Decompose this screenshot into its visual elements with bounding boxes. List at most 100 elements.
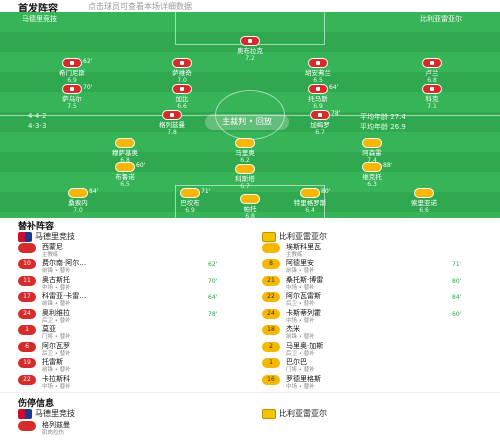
home-formation: 4-4-2	[28, 112, 47, 120]
substitution-minute: 64'	[329, 84, 339, 91]
player-name: 科斯塔	[235, 175, 255, 183]
player-name: 穆萨基奥	[112, 149, 138, 157]
away-team-tag: 比利亚雷亚尔	[420, 15, 462, 23]
player-marker[interactable]: 格列兹曼 7.8	[137, 110, 207, 136]
player-name: 奥布拉克	[237, 47, 263, 55]
player-name: 萨维奇	[172, 69, 192, 77]
player-name: 卢兰	[425, 69, 439, 77]
sub-row[interactable]: 24 奥利维拉 后卫 • 替补 78'	[18, 308, 243, 324]
player-marker[interactable]: 萨乌尔 7.5 70'	[37, 84, 107, 110]
subs-home-team: 马德里竞技	[18, 231, 75, 242]
sub-player-name: 阿尔瓦罗	[42, 341, 70, 350]
player-marker[interactable]: 穆萨基奥 6.8	[90, 138, 160, 164]
player-rating: 6.9	[67, 77, 77, 84]
player-rating: 7.2	[245, 55, 255, 62]
substitution-minute: 60'	[136, 162, 146, 169]
sub-row[interactable]: 17 科雷亚·卡雷… 前锋 • 替补 64'	[18, 291, 243, 307]
sub-number: 21	[262, 275, 280, 286]
sub-row[interactable]: 21 桑托斯·博雷 中场 • 替补 80'	[262, 275, 487, 291]
player-marker[interactable]: 萨维奇 7.0	[147, 58, 217, 84]
player-marker[interactable]: 加梅罗 6.7 78'	[285, 110, 355, 136]
away-note: 平均年龄 26.9	[360, 123, 406, 131]
sub-player-info: 中场 • 替补	[286, 317, 315, 324]
player-marker[interactable]: 胡安弗兰 6.5	[283, 58, 353, 84]
injury-icon	[18, 421, 36, 431]
coach-avatar	[18, 243, 36, 253]
jersey-icon	[162, 110, 182, 120]
atletico-logo-icon	[18, 231, 32, 242]
sub-row[interactable]: 16 罗德里格斯 中场 • 替补	[262, 374, 487, 390]
player-marker[interactable]: 桑索内 7.0 84'	[43, 188, 113, 214]
sub-player-name: 科雷亚·卡雷…	[42, 292, 87, 300]
jersey-icon	[172, 58, 192, 68]
jersey-icon	[362, 138, 382, 148]
player-marker[interactable]: 托马斯 6.9 64'	[283, 84, 353, 110]
sub-player-name: 桑托斯·博雷	[286, 275, 324, 284]
injuries-away-team: 比利亚雷亚尔	[262, 408, 327, 419]
jersey-icon	[310, 110, 330, 120]
sub-row[interactable]: 10 费尔南·阿尔… 前锋 • 替补 62'	[18, 258, 243, 274]
sub-row[interactable]: 22 阿尔瓦雷斯 后卫 • 替补 84'	[262, 291, 487, 307]
sub-row[interactable]: 11 奥古斯托 中场 • 替补 70'	[18, 275, 243, 291]
player-rating: 7.4	[367, 157, 377, 164]
sub-number: 22	[262, 292, 280, 302]
player-name: 胡安弗兰	[305, 69, 331, 77]
sub-row[interactable]: 8 阿德里安 前锋 • 替补 71'	[262, 258, 487, 274]
sub-row[interactable]: 1 巴尔巴 门将 • 替补	[262, 357, 487, 373]
player-name: 桑索内	[68, 199, 88, 207]
player-marker[interactable]: 马里奥 6.2	[210, 138, 280, 164]
away-formation: 4-3-3	[28, 122, 47, 130]
sub-row[interactable]: 19 托雷斯 前锋 • 替补	[18, 357, 243, 373]
sub-row[interactable]: 1 莫亚 门将 • 替补	[18, 324, 243, 340]
player-marker[interactable]: 卢兰 6.8	[397, 58, 467, 84]
injury-row[interactable]: 格列兹曼 肌肉拉伤	[18, 420, 243, 436]
sub-player-name: 马里奥·加斯	[286, 341, 324, 350]
sub-row[interactable]: 24 卡斯蒂列霍 中场 • 替补 60'	[262, 308, 487, 324]
injured-player-name: 格列兹曼	[42, 421, 70, 429]
player-marker[interactable]: 维克托 6.3 88'	[337, 162, 407, 188]
player-rating: 7.8	[167, 129, 177, 136]
coach-role: 主教练	[42, 252, 59, 258]
player-rating: 6.8	[245, 213, 255, 218]
player-marker[interactable]: 阿森霍 7.4	[337, 138, 407, 164]
player-marker[interactable]: 巴坎布 6.9 71'	[155, 188, 225, 214]
player-marker[interactable]: 布鲁诺 6.5 60'	[90, 162, 160, 188]
player-marker[interactable]: 奥布拉克 7.2	[215, 36, 285, 62]
sub-row[interactable]: 18 杰米 前锋 • 替补	[262, 324, 487, 340]
player-rating: 7.0	[73, 207, 83, 214]
lineup-header: 首发阵容 点击球员可查看本场详细数据	[0, 0, 500, 15]
player-marker[interactable]: 希门尼斯 6.9 62'	[37, 58, 107, 84]
sub-row[interactable]: 2 马里奥·加斯 后卫 • 替补	[262, 341, 487, 357]
home-coach-row[interactable]: 西蒙尼 主教练	[18, 242, 243, 258]
sub-player-info: 前锋 • 替补	[42, 268, 71, 274]
sub-number: 22	[18, 374, 36, 385]
sub-row[interactable]: 6 阿尔瓦罗 后卫 • 替补	[18, 341, 243, 357]
coach-name: 埃斯科里瓦	[286, 243, 321, 251]
jersey-icon	[235, 138, 255, 148]
player-rating: 6.7	[240, 183, 250, 190]
substitution-minute: 80'	[321, 188, 331, 195]
player-marker[interactable]: 帕托 6.8	[215, 194, 285, 218]
sub-minute: 64'	[208, 294, 218, 301]
player-marker[interactable]: 科斯塔 6.7	[210, 164, 280, 190]
referee-badge[interactable]: 主裁判 • 回放	[205, 114, 289, 130]
player-marker[interactable]: 科克 7.1	[397, 84, 467, 110]
player-marker[interactable]: 加比 6.6	[147, 84, 217, 110]
player-rating: 6.9	[185, 207, 195, 214]
player-marker[interactable]: 索里亚诺 6.6	[389, 188, 459, 214]
jersey-icon	[300, 188, 320, 198]
sub-row[interactable]: 22 卡拉斯科 中场 • 替补	[18, 374, 243, 390]
jersey-icon	[240, 194, 260, 204]
player-rating: 6.8	[427, 77, 437, 84]
subs-away-team: 比利亚雷亚尔	[262, 231, 327, 242]
sub-player-info: 中场 • 替补	[286, 284, 315, 291]
sub-player-info: 前锋 • 替补	[42, 301, 71, 307]
player-rating: 6.8	[120, 157, 130, 164]
sub-player-info: 门将 • 替补	[286, 367, 315, 373]
sub-player-info: 中场 • 替补	[42, 383, 71, 390]
away-coach-row[interactable]: 埃斯科里瓦 主教练	[262, 242, 487, 258]
injury-reason: 肌肉拉伤	[42, 430, 65, 436]
sub-number: 24	[18, 308, 36, 319]
player-marker[interactable]: 特里格罗斯 6.4 80'	[275, 188, 345, 214]
sub-player-name: 阿尔瓦雷斯	[286, 292, 321, 300]
